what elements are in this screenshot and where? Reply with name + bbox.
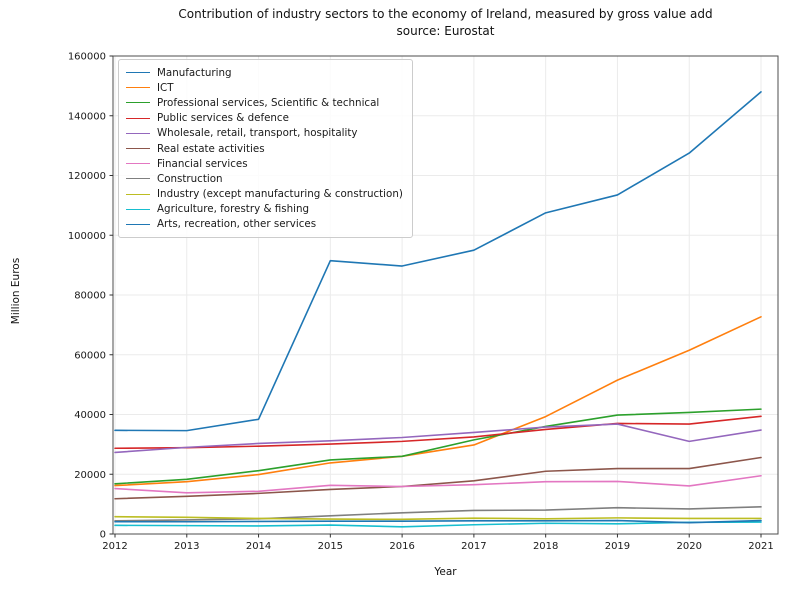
- x-tick-label: 2013: [174, 541, 199, 552]
- y-tick-label: 40000: [74, 410, 106, 421]
- x-tick-label: 2021: [748, 541, 773, 552]
- x-tick-label: 2018: [533, 541, 558, 552]
- series-line-agriculture-forestry-fishing: [114, 521, 762, 528]
- x-tick-label: 2020: [676, 541, 701, 552]
- series-line-wholesale-retail-transport-hospitality: [114, 423, 762, 454]
- legend-label: Wholesale, retail, transport, hospitalit…: [157, 127, 358, 140]
- legend-label: Real estate activities: [157, 142, 265, 155]
- series-line-arts-recreation-other-services: [114, 519, 762, 524]
- series-line-real-estate-activities: [114, 456, 762, 500]
- legend-label: ICT: [157, 81, 174, 94]
- legend-swatch: [126, 148, 150, 150]
- y-tick-label: 60000: [74, 350, 106, 361]
- chart-title: Contribution of industry sectors to the …: [113, 6, 778, 41]
- legend-item: Public services & defence: [126, 111, 403, 126]
- legend-item: Industry (except manufacturing & constru…: [126, 187, 403, 202]
- legend-item: Arts, recreation, other services: [126, 217, 403, 232]
- legend: Manufacturing ICT Professional services, S…: [118, 59, 413, 239]
- legend-swatch: [126, 132, 150, 134]
- y-tick-label: 20000: [74, 470, 106, 481]
- legend-label: Arts, recreation, other services: [157, 218, 317, 231]
- legend-swatch: [126, 87, 150, 89]
- chart-title-line2: source: Eurostat: [396, 24, 495, 39]
- legend-swatch: [126, 208, 150, 210]
- legend-label: Public services & defence: [157, 112, 289, 125]
- series-line-professional-services-scientific-technical: [114, 408, 762, 485]
- y-tick-label: 160000: [68, 52, 106, 63]
- legend-item: ICT: [126, 80, 403, 95]
- legend-swatch: [126, 163, 150, 165]
- series-line-industry-except-manufacturing-construction: [114, 515, 762, 521]
- y-tick-label: 0: [100, 530, 106, 541]
- series-line-public-services-defence: [114, 415, 762, 450]
- legend-item: Agriculture, forestry & fishing: [126, 202, 403, 217]
- legend-swatch: [126, 72, 150, 74]
- y-tick-label: 80000: [74, 291, 106, 302]
- series-line-construction: [114, 506, 762, 522]
- x-tick-label: 2016: [389, 541, 414, 552]
- legend-item: Construction: [126, 171, 403, 186]
- legend-item: Financial services: [126, 156, 403, 171]
- legend-label: Manufacturing: [157, 66, 232, 79]
- legend-label: Professional services, Scientific & tech…: [157, 96, 380, 109]
- legend-label: Construction: [157, 172, 223, 185]
- x-tick-label: 2012: [102, 541, 127, 552]
- x-tick-label: 2014: [246, 541, 271, 552]
- legend-swatch: [126, 117, 150, 119]
- legend-item: Real estate activities: [126, 141, 403, 156]
- x-tick-label: 2017: [461, 541, 486, 552]
- series-line-financial-services: [114, 474, 762, 494]
- legend-label: Industry (except manufacturing & constru…: [157, 188, 403, 201]
- x-tick-label: 2015: [318, 541, 343, 552]
- series-line-ict: [114, 316, 762, 487]
- chart-title-line1: Contribution of industry sectors to the …: [178, 7, 713, 21]
- legend-item: Wholesale, retail, transport, hospitalit…: [126, 126, 403, 141]
- legend-swatch: [126, 102, 150, 104]
- legend-label: Financial services: [157, 157, 248, 170]
- x-axis-label: Year: [434, 566, 457, 578]
- legend-item: Manufacturing: [126, 65, 403, 80]
- y-tick-label: 100000: [68, 231, 106, 242]
- y-tick-label: 120000: [68, 171, 106, 182]
- series-line-manufacturing: [114, 91, 762, 432]
- x-tick-label: 2019: [605, 541, 630, 552]
- y-tick-label: 140000: [68, 111, 106, 122]
- legend-swatch: [126, 223, 150, 225]
- legend-label: Agriculture, forestry & fishing: [157, 203, 310, 216]
- legend-swatch: [126, 178, 150, 180]
- legend-swatch: [126, 193, 150, 195]
- legend-item: Professional services, Scientific & tech…: [126, 95, 403, 110]
